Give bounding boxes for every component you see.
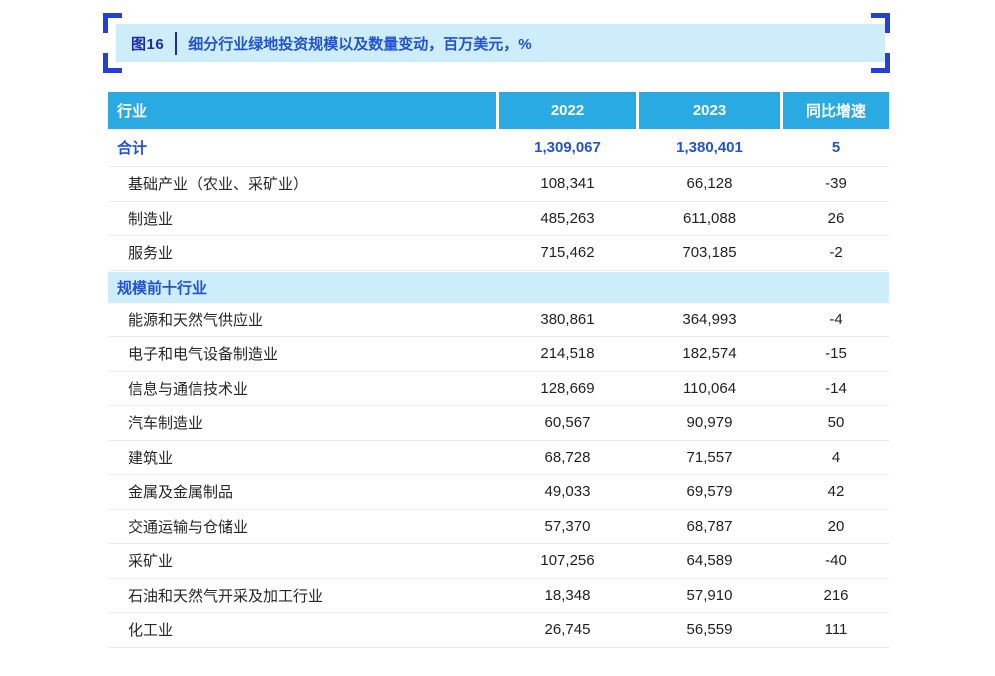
row-industry-label: 采矿业 [128,553,174,571]
row-2022-value: 49,033 [544,483,591,501]
table-row: 能源和天然气供应业 380,861 364,993 -4 [108,303,889,337]
row-2022-value: 715,462 [540,244,595,262]
row-industry-label: 服务业 [128,245,174,263]
figure-caption: 图16 细分行业绿地投资规模以及数量变动，百万美元，% [103,13,890,73]
table-row: 建筑业 68,728 71,557 4 [108,441,889,475]
corner-bracket-bottom-left-icon [103,53,122,73]
figure-number-label: 图16 [131,35,165,53]
row-industry-label: 汽车制造业 [128,415,204,433]
caption-divider [175,31,178,55]
row-2023-value: 364,993 [682,310,737,328]
row-industry-label: 化工业 [128,622,174,640]
row-industry-label: 制造业 [128,210,174,228]
row-growth-value: 4 [831,448,841,466]
row-growth-value: 216 [823,586,849,604]
row-growth-value: -2 [829,244,843,262]
section-header-top10: 规模前十行业 [108,271,889,303]
row-2022-value: 108,341 [540,175,595,193]
row-growth-value: 26 [827,209,845,227]
row-growth-value: -15 [825,345,847,363]
row-industry-label: 交通运输与仓储业 [128,518,249,536]
row-2023-value: 110,064 [682,379,737,397]
row-industry-label: 建筑业 [128,449,174,467]
row-growth-value: -4 [829,310,843,328]
table-row: 制造业 485,263 611,088 26 [108,202,889,236]
corner-bracket-top-right-icon [871,13,890,33]
column-header-2022: 2022 [499,92,636,129]
industry-investment-table: 行业 2022 2023 同比增速 合计 1,309,067 1,380,401… [108,92,889,648]
row-2023-value: 57,910 [686,586,733,604]
table-row: 基础产业（农业、采矿业） 108,341 66,128 -39 [108,167,889,202]
corner-bracket-top-left-icon [103,13,122,33]
row-2022-value: 214,518 [540,345,595,363]
total-2023-value: 1,380,401 [676,139,743,156]
row-industry-label: 能源和天然气供应业 [128,311,264,329]
column-header-growth: 同比增速 [783,92,889,129]
table-header-row: 行业 2022 2023 同比增速 [108,92,889,129]
row-2022-value: 128,669 [540,379,595,397]
row-2022-value: 60,567 [544,414,591,432]
row-growth-value: 42 [827,483,845,501]
row-2023-value: 64,589 [686,552,733,570]
top10-rows-group: 能源和天然气供应业 380,861 364,993 -4 电子和电气设备制造业 … [108,303,889,648]
figure-caption-panel: 图16 细分行业绿地投资规模以及数量变动，百万美元，% [116,24,885,62]
figure-title: 细分行业绿地投资规模以及数量变动，百万美元，% [188,35,532,53]
row-growth-value: -14 [825,379,847,397]
row-2022-value: 485,263 [540,209,595,227]
row-growth-value: 111 [824,621,848,639]
table-row: 金属及金属制品 49,033 69,579 42 [108,475,889,510]
column-header-2023: 2023 [639,92,780,129]
table-row: 采矿业 107,256 64,589 -40 [108,544,889,579]
row-industry-label: 信息与通信技术业 [128,380,249,398]
total-industry-label: 合计 [117,140,148,157]
corner-bracket-bottom-right-icon [871,53,890,73]
table-total-row: 合计 1,309,067 1,380,401 5 [108,129,889,167]
row-2023-value: 611,088 [682,209,737,227]
table-row: 服务业 715,462 703,185 -2 [108,236,889,271]
column-header-industry: 行业 [108,92,496,129]
row-2022-value: 26,745 [544,621,591,639]
row-2023-value: 90,979 [686,414,733,432]
row-2023-value: 182,574 [682,345,737,363]
row-2023-value: 68,787 [686,517,733,535]
total-2022-value: 1,309,067 [534,139,601,156]
row-2022-value: 380,861 [540,310,595,328]
row-growth-value: -40 [825,552,847,570]
row-industry-label: 电子和电气设备制造业 [128,346,279,364]
row-2023-value: 69,579 [686,483,733,501]
row-growth-value: 50 [827,414,845,432]
row-2022-value: 57,370 [544,517,591,535]
row-growth-value: 20 [827,517,845,535]
table-row: 汽车制造业 60,567 90,979 50 [108,406,889,441]
table-row: 电子和电气设备制造业 214,518 182,574 -15 [108,337,889,372]
row-2022-value: 68,728 [544,448,591,466]
table-row: 信息与通信技术业 128,669 110,064 -14 [108,372,889,406]
table-row: 交通运输与仓储业 57,370 68,787 20 [108,510,889,544]
row-2023-value: 71,557 [686,448,733,466]
row-2022-value: 18,348 [544,586,591,604]
row-2023-value: 703,185 [682,244,737,262]
row-2023-value: 66,128 [686,175,733,193]
row-growth-value: -39 [825,175,847,193]
row-industry-label: 基础产业（农业、采矿业） [128,176,309,194]
table-row: 石油和天然气开采及加工行业 18,348 57,910 216 [108,579,889,613]
category-rows-group: 基础产业（农业、采矿业） 108,341 66,128 -39 制造业 485,… [108,167,889,271]
row-2022-value: 107,256 [540,552,595,570]
row-industry-label: 金属及金属制品 [128,484,234,502]
row-industry-label: 石油和天然气开采及加工行业 [128,587,324,605]
row-2023-value: 56,559 [686,621,733,639]
table-row: 化工业 26,745 56,559 111 [108,613,889,648]
total-growth-value: 5 [831,139,841,156]
